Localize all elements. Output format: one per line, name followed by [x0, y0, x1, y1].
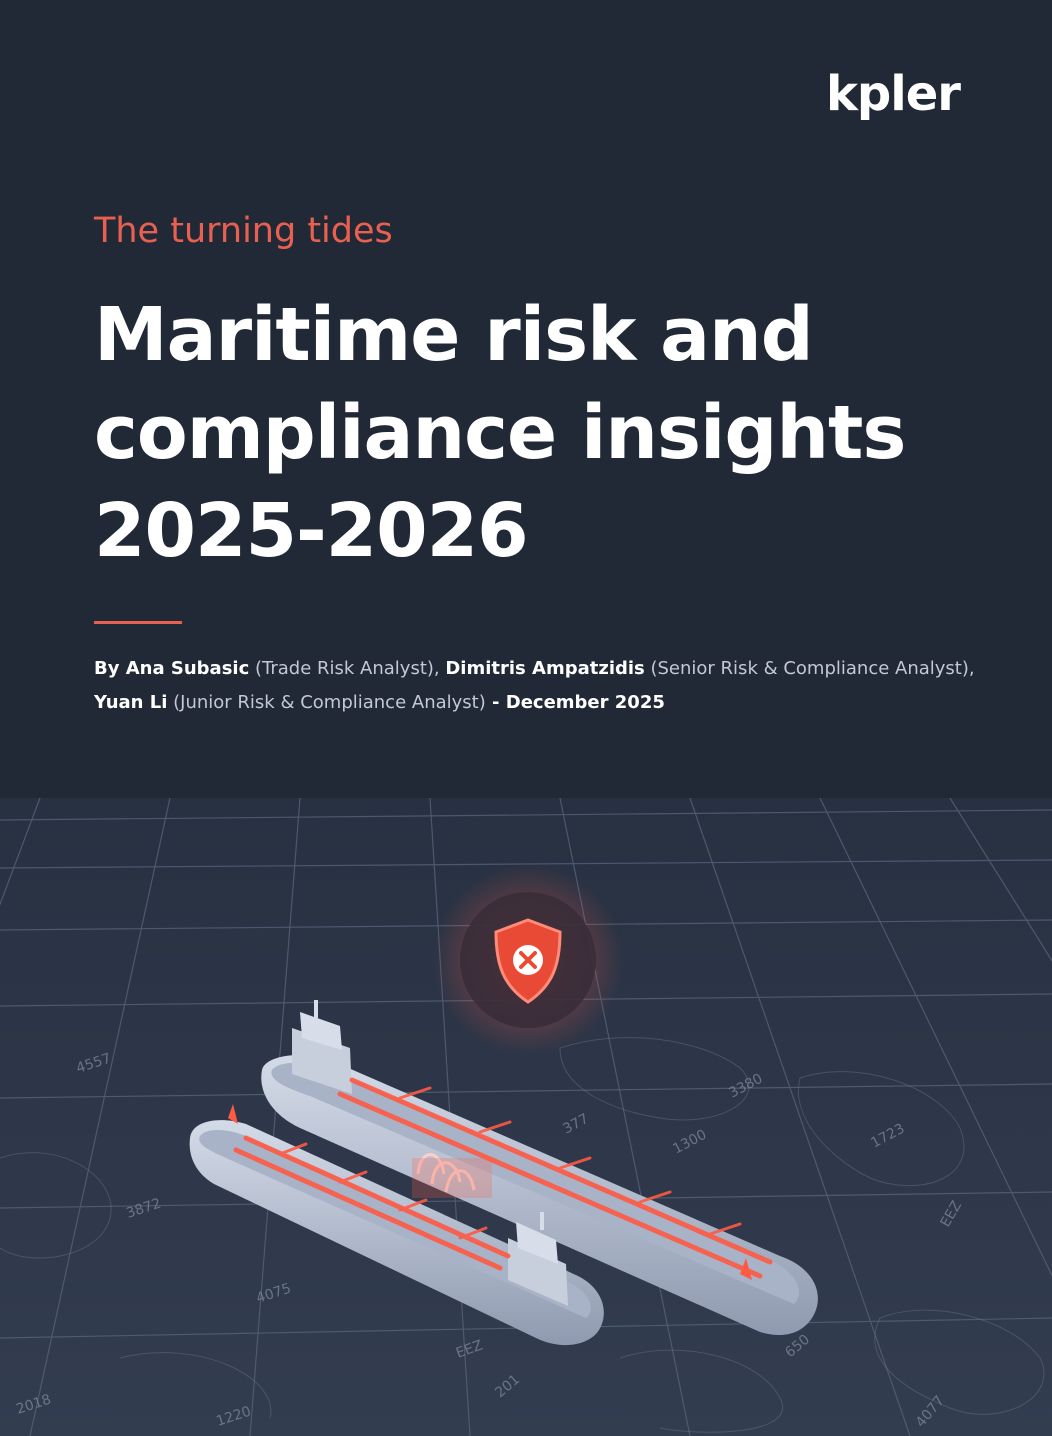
sanctions-alert — [432, 864, 624, 1056]
mast-light — [740, 1258, 752, 1280]
tanker-near — [189, 1104, 604, 1346]
deck-piping — [337, 1077, 773, 1279]
tanker-far — [261, 1000, 818, 1336]
publication-date: December 2025 — [505, 692, 665, 713]
byline-prefix: By — [94, 658, 126, 679]
cover-title: Maritime risk and compliance insights 20… — [94, 286, 994, 580]
title-line-2: compliance insights — [94, 390, 906, 476]
byline-line-1: By Ana Subasic (Trade Risk Analyst), Dim… — [94, 652, 994, 686]
superstructure — [292, 1000, 352, 1094]
cover-kicker: The turning tides — [94, 211, 393, 251]
byline: By Ana Subasic (Trade Risk Analyst), Dim… — [94, 652, 994, 720]
title-line-3: 2025-2026 — [94, 488, 529, 574]
bathymetry-contours — [0, 1037, 1045, 1433]
author-role: (Trade Risk Analyst) — [249, 658, 434, 679]
title-line-1: Maritime risk and — [94, 292, 814, 378]
author-name: Dimitris Ampatzidis — [445, 658, 645, 679]
author-name: Yuan Li — [94, 692, 168, 713]
hero-illustration: 4557 3872 4075 1220 2018 1300 1723 3380 … — [0, 798, 1052, 1436]
author-role: (Senior Risk & Compliance Analyst) — [644, 658, 969, 679]
author-separator: , — [968, 658, 975, 679]
deck-piping — [233, 1135, 511, 1271]
superstructure — [508, 1212, 568, 1306]
author-role: (Junior Risk & Compliance Analyst) — [167, 692, 486, 713]
author-separator: , — [433, 658, 446, 679]
sts-transfer-hoses — [412, 1153, 492, 1198]
date-separator: - — [485, 692, 506, 713]
kpler-logo: kpler — [826, 66, 961, 122]
author-name: Ana Subasic — [125, 658, 250, 679]
mast-light — [228, 1104, 238, 1124]
accent-divider — [94, 621, 182, 624]
byline-line-2: Yuan Li (Junior Risk & Compliance Analys… — [94, 686, 994, 720]
